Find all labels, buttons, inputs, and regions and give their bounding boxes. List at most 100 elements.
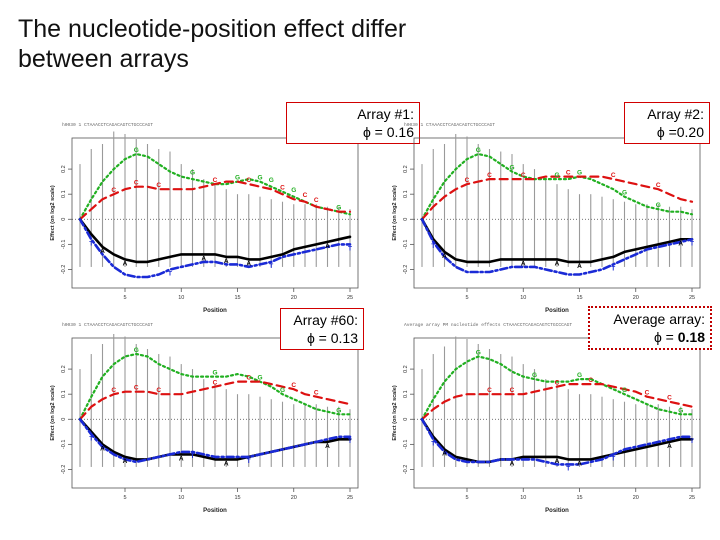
point-label-C: C	[134, 385, 139, 392]
panel-average-array: Average array PM nucleotide effects CTAA…	[392, 306, 712, 518]
x-tick-label: 10	[178, 495, 184, 501]
y-tick-label: 0.1	[61, 190, 67, 198]
x-tick-label: 5	[465, 295, 468, 301]
point-label-A: A	[555, 260, 560, 267]
series-line-T	[78, 218, 352, 279]
point-label-C: C	[465, 177, 470, 184]
y-tick-label: 0.2	[403, 165, 409, 173]
series-line-T	[420, 218, 694, 276]
x-tick-label: 10	[520, 495, 526, 501]
point-label-A: A	[678, 240, 683, 247]
x-tick-label: 20	[633, 295, 639, 301]
point-label-C: C	[645, 390, 650, 397]
point-label-T: T	[611, 265, 615, 272]
series-line-C	[78, 380, 352, 421]
point-label-G: G	[622, 387, 627, 394]
y-tick-label: 0	[403, 418, 409, 421]
x-tick-label: 25	[689, 495, 695, 501]
point-label-A: A	[201, 255, 206, 262]
point-label-T: T	[566, 465, 570, 472]
point-label-A: A	[325, 243, 330, 250]
series-line-A	[420, 418, 694, 464]
header-sequence: h0030 1 CTAAACCTCAGACAGTCTGCCCAGT	[62, 122, 153, 128]
y-tick-label: 0.2	[61, 165, 67, 173]
point-label-A: A	[442, 253, 447, 260]
point-label-A: A	[100, 248, 105, 255]
series-line-G	[78, 152, 352, 221]
point-label-C: C	[588, 377, 593, 384]
callout-label: Average array:	[613, 311, 705, 327]
y-tick-label: 0.1	[61, 390, 67, 398]
y-tick-label: -0.1	[61, 440, 67, 449]
x-tick-label: 20	[291, 295, 297, 301]
point-label-C: C	[667, 395, 672, 402]
point-label-A: A	[577, 263, 582, 270]
point-label-G: G	[190, 170, 195, 177]
point-label-T: T	[611, 455, 615, 462]
point-label-A: A	[246, 260, 251, 267]
point-label-C: C	[487, 387, 492, 394]
y-tick-label: -0.2	[61, 465, 67, 474]
point-label-T: T	[89, 240, 93, 247]
callout-phi-prefix: ϕ =	[653, 329, 678, 345]
point-label-T: T	[247, 458, 251, 465]
x-axis-label: Position	[545, 308, 569, 314]
point-label-C: C	[213, 177, 218, 184]
point-label-C: C	[213, 380, 218, 387]
point-label-C: C	[521, 172, 526, 179]
x-tick-label: 20	[633, 495, 639, 501]
series-line-G	[420, 152, 694, 221]
point-label-C: C	[510, 387, 515, 394]
series-line-T	[420, 418, 694, 466]
x-axis-label: Position	[203, 508, 227, 514]
point-label-C: C	[291, 382, 296, 389]
point-label-G: G	[656, 202, 661, 209]
point-label-G: G	[134, 347, 139, 354]
plot-frame	[413, 337, 701, 489]
y-tick-label: 0.2	[403, 365, 409, 373]
callout-label: Array #60:	[293, 312, 358, 328]
point-label-C: C	[566, 170, 571, 177]
callout-array-60: Array #60: ϕ = 0.13	[280, 308, 364, 350]
panel-array-1: h0030 1 CTAAACCTCAGACAGTCTGCCCAGT -0.2 -0.…	[50, 102, 420, 318]
callout-average-array: Average array: ϕ = 0.18	[588, 306, 712, 350]
series-line-T	[78, 418, 352, 464]
point-label-T: T	[690, 240, 694, 247]
series-line-C	[78, 180, 352, 221]
series-line-G	[78, 352, 352, 421]
point-label-G: G	[577, 372, 582, 379]
y-axis-label: Effect (on log2 scale)	[392, 385, 398, 440]
y-tick-label: 0	[61, 418, 67, 421]
point-label-T: T	[690, 438, 694, 445]
point-label-A: A	[224, 258, 229, 265]
x-tick-label: 25	[689, 295, 695, 301]
y-tick-label: -0.2	[61, 265, 67, 274]
series-line-C	[420, 175, 694, 221]
point-label-G: G	[257, 375, 262, 382]
point-label-G: G	[554, 172, 559, 179]
header-sequence: h0030 1 CTAAACCTCAGACAGTCTGCCCAGT	[404, 122, 495, 128]
series-line-C	[420, 382, 694, 421]
point-label-C: C	[134, 180, 139, 187]
y-tick-label: 0.1	[403, 390, 409, 398]
point-label-C: C	[111, 387, 116, 394]
x-tick-label: 15	[576, 295, 582, 301]
header-sequence: Average array PM nucleotide effects CTAA…	[404, 322, 572, 328]
x-axis-label: Position	[545, 508, 569, 514]
point-label-C: C	[280, 185, 285, 192]
x-tick-label: 15	[234, 495, 240, 501]
series-line-A	[78, 218, 352, 264]
point-label-C: C	[555, 380, 560, 387]
point-label-G: G	[280, 387, 285, 394]
callout-array-1: Array #1: ϕ = 0.16	[286, 102, 420, 144]
x-tick-label: 5	[123, 495, 126, 501]
point-label-G: G	[134, 147, 139, 154]
x-tick-label: 20	[291, 495, 297, 501]
series-line-G	[420, 355, 694, 421]
point-label-C: C	[656, 182, 661, 189]
point-label-G: G	[678, 407, 683, 414]
point-label-C: C	[246, 375, 251, 382]
x-tick-label: 10	[520, 295, 526, 301]
point-label-A: A	[100, 445, 105, 452]
point-label-C: C	[156, 387, 161, 394]
